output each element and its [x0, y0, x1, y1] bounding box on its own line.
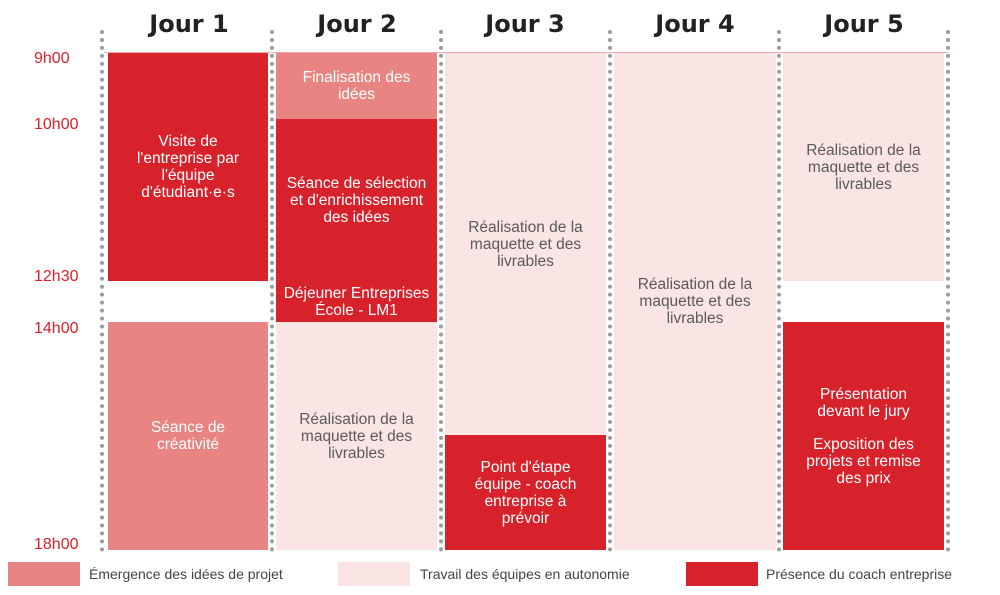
time-label-12h30: 12h30 [34, 268, 79, 285]
top-line [104, 52, 948, 53]
legend-swatch-coach [686, 562, 758, 586]
block-label: Réalisation de la maquette et des livrab… [637, 276, 753, 327]
column-separator [270, 30, 274, 552]
legend-label-emergence: Émergence des idées de projet [89, 566, 283, 582]
block-realisation-j5: Réalisation de la maquette et des livrab… [783, 53, 944, 281]
block-realisation-j2: Réalisation de la maquette et des livrab… [276, 322, 437, 550]
block-seance-selection: Séance de sélection et d'enrichissement … [276, 119, 437, 281]
time-label-18h00: 18h00 [34, 536, 79, 553]
legend-swatch-autonomie [338, 562, 410, 586]
block-label: Déjeuner Entreprises École - LM1 [283, 284, 430, 319]
time-label-14h00: 14h00 [34, 320, 79, 337]
column-separator [100, 30, 104, 552]
block-finalisation-idees: Finalisation des idées [276, 53, 437, 119]
block-label-presentation: Présentation devant le jury [817, 385, 910, 420]
column-separator [777, 30, 781, 552]
block-label: Réalisation de la maquette et des livrab… [806, 141, 921, 193]
block-label: Réalisation de la maquette et des livrab… [468, 218, 583, 270]
time-label-10h00: 10h00 [34, 116, 79, 133]
block-label: Visite de l'entreprise par l'équipe d'ét… [136, 133, 240, 201]
block-realisation-j3: Réalisation de la maquette et des livrab… [445, 53, 606, 435]
block-dejeuner: Déjeuner Entreprises École - LM1 [276, 281, 437, 322]
column-separator [946, 30, 950, 552]
day-header-5: Jour 5 [824, 10, 904, 38]
day-header-2: Jour 2 [317, 10, 397, 38]
block-label: Séance de sélection et d'enrichissement … [286, 174, 427, 226]
block-seance-creativite: Séance de créativité [108, 322, 268, 550]
block-presentation-exposition: Présentation devant le jury Exposition d… [783, 322, 944, 550]
block-label: Séance de créativité [150, 419, 226, 453]
legend-label-coach: Présence du coach entreprise [766, 566, 952, 582]
day-header-4: Jour 4 [655, 10, 735, 38]
block-realisation-j4: Réalisation de la maquette et des livrab… [614, 53, 776, 550]
block-visite-entreprise: Visite de l'entreprise par l'équipe d'ét… [108, 53, 268, 281]
block-point-etape: Point d'étape équipe - coach entreprise … [445, 435, 606, 550]
column-separator [439, 30, 443, 552]
block-label: Finalisation des idées [302, 69, 411, 103]
day-header-3: Jour 3 [485, 10, 565, 38]
column-separator [608, 30, 612, 552]
time-label-9h00: 9h00 [34, 50, 70, 67]
block-label: Point d'étape équipe - coach entreprise … [474, 458, 577, 527]
day-header-1: Jour 1 [149, 10, 229, 38]
legend-swatch-emergence [8, 562, 80, 586]
block-label: Réalisation de la maquette et des livrab… [299, 410, 414, 462]
block-label-exposition: Exposition des projets et remise des pri… [806, 435, 921, 487]
legend-label-autonomie: Travail des équipes en autonomie [420, 566, 630, 582]
